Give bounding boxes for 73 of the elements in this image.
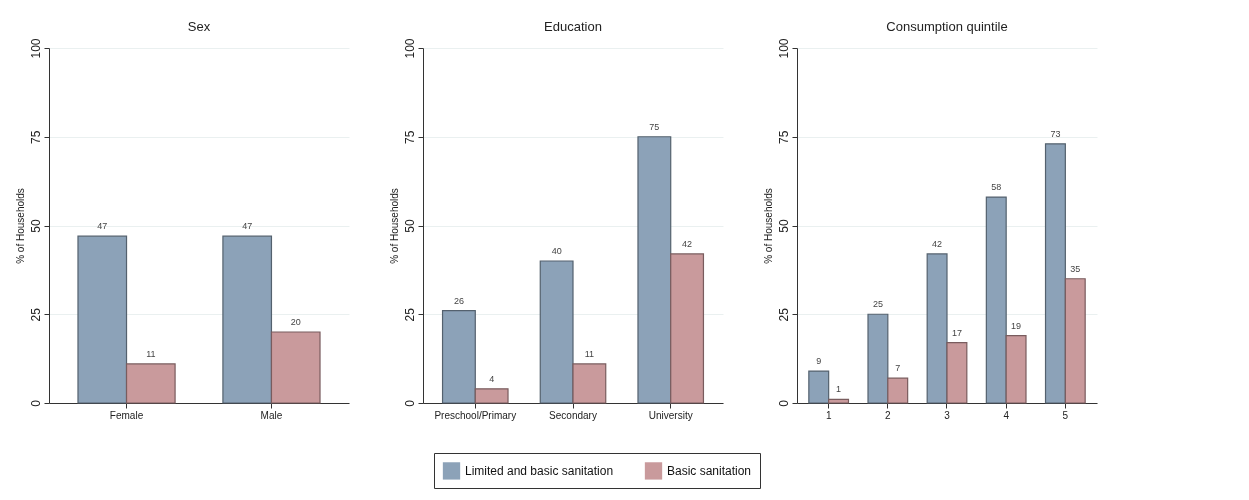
- bar: [808, 370, 830, 404]
- data-label: 75: [649, 121, 660, 132]
- data-label: 19: [1011, 320, 1022, 331]
- y-tick-label: 50: [402, 219, 417, 233]
- y-tick-label: 0: [402, 399, 417, 407]
- chart-title: Education: [544, 18, 602, 34]
- bar: [1005, 334, 1027, 404]
- y-tick-label: 50: [776, 219, 791, 233]
- y-tick-label: 100: [776, 38, 791, 59]
- bar: [125, 363, 176, 404]
- legend-label: Basic sanitation: [667, 463, 752, 478]
- y-tick-label: 25: [402, 307, 417, 322]
- x-tick-label: University: [648, 409, 693, 421]
- data-label: 9: [816, 356, 822, 367]
- bar: [887, 377, 909, 404]
- y-axis-title: % of Households: [388, 188, 400, 264]
- bar: [828, 398, 850, 404]
- bar: [1064, 278, 1086, 404]
- data-label: 58: [991, 182, 1002, 193]
- y-tick-label: 100: [402, 38, 417, 59]
- chart-title: Sex: [187, 18, 211, 34]
- y-tick-label: 50: [28, 219, 43, 233]
- y-tick-label: 100: [28, 38, 43, 59]
- data-label: 42: [682, 238, 693, 249]
- x-tick-label: Female: [109, 409, 144, 421]
- data-label: 11: [584, 348, 595, 359]
- data-label: 26: [453, 295, 464, 306]
- y-tick-label: 0: [28, 399, 43, 407]
- y-tick-label: 25: [28, 307, 43, 322]
- bar: [985, 196, 1007, 404]
- x-tick-label: Male: [260, 409, 283, 421]
- bar: [1044, 143, 1066, 404]
- bar: [474, 388, 509, 404]
- x-tick-label: 5: [1062, 409, 1069, 421]
- y-tick-label: 75: [776, 130, 791, 144]
- data-label: 25: [872, 299, 883, 310]
- bar: [222, 235, 273, 404]
- data-label: 42: [932, 238, 943, 249]
- bar: [867, 313, 889, 404]
- bar: [539, 260, 574, 404]
- bar: [441, 310, 476, 404]
- bar: [946, 342, 968, 404]
- data-label: 47: [97, 221, 108, 232]
- bar: [670, 253, 705, 404]
- x-tick-label: 4: [1003, 409, 1010, 421]
- data-label: 11: [146, 348, 156, 359]
- y-tick-label: 75: [402, 130, 417, 144]
- data-label: 4: [489, 373, 495, 384]
- x-tick-label: 1: [825, 409, 832, 421]
- data-label: 17: [951, 327, 962, 338]
- bar: [926, 253, 948, 404]
- bar: [77, 235, 128, 404]
- y-tick-label: 75: [28, 130, 43, 144]
- x-tick-label: Preschool/Primary: [434, 409, 517, 421]
- legend-label: Limited and basic sanitation: [465, 463, 614, 478]
- data-label: 73: [1050, 128, 1061, 139]
- data-label: 1: [836, 384, 842, 395]
- bar: [637, 136, 672, 404]
- y-tick-label: 25: [776, 307, 791, 322]
- chart-title: Consumption quintile: [886, 18, 1008, 34]
- y-axis-title: % of Households: [14, 188, 26, 264]
- bar: [572, 363, 607, 404]
- data-label: 40: [551, 246, 562, 256]
- bar: [270, 331, 321, 404]
- x-tick-label: Secondary: [549, 409, 597, 421]
- data-label: 35: [1070, 263, 1081, 274]
- data-label: 20: [290, 317, 301, 327]
- x-tick-label: 2: [885, 409, 892, 421]
- y-axis-title: % of Households: [762, 188, 774, 264]
- x-tick-label: 3: [944, 409, 951, 421]
- y-tick-label: 0: [776, 399, 791, 407]
- data-label: 7: [895, 363, 901, 374]
- data-label: 47: [242, 221, 253, 232]
